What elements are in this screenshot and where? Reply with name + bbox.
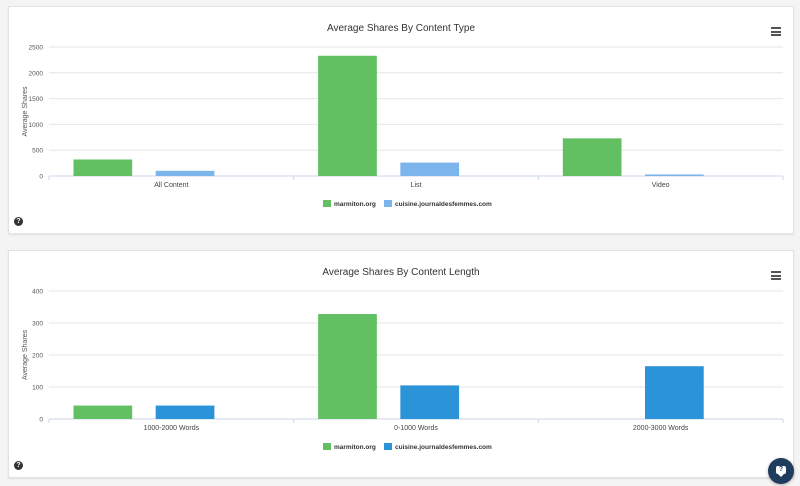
y-axis-label: Average Shares <box>22 329 29 380</box>
x-tick-label: Video <box>652 182 670 189</box>
legend-swatch <box>323 443 331 450</box>
bar-marmiton <box>73 405 133 419</box>
legend-label: marmiton.org <box>334 444 376 451</box>
chat-support-button[interactable]: ? <box>768 458 794 484</box>
y-tick-label: 1500 <box>29 96 44 103</box>
y-tick-label: 0 <box>39 417 43 424</box>
bar-journaldesfemmes <box>400 385 460 419</box>
chart-menu-icon[interactable] <box>771 27 781 36</box>
legend-swatch <box>384 200 392 207</box>
chat-bubble-icon: ? <box>776 466 786 474</box>
legend-label: cuisine.journaldesfemmes.com <box>395 201 492 208</box>
chart-panel-content-type: Average Shares By Content Type 0 500 1000 15… <box>8 6 794 234</box>
x-tick-label: 1000-2000 Words <box>144 425 200 432</box>
help-icon[interactable]: ? <box>14 461 23 470</box>
bar-journaldesfemmes <box>645 174 704 176</box>
y-tick-label: 100 <box>32 385 43 392</box>
x-tick-label: All Content <box>154 182 188 189</box>
y-tick-label: 400 <box>32 289 43 296</box>
x-tick-label: 2000-3000 Words <box>633 425 689 432</box>
chat-bubble-tail <box>778 474 784 477</box>
y-axis-label: Average Shares <box>22 86 29 137</box>
chart-content-type: Average Shares By Content Type 0 500 1000 15… <box>22 23 784 208</box>
legend-label: cuisine.journaldesfemmes.com <box>395 444 492 451</box>
y-tick-label: 500 <box>32 148 43 155</box>
x-tick-label: List <box>411 182 422 189</box>
legend-swatch <box>323 200 331 207</box>
bar-journaldesfemmes <box>400 162 460 176</box>
y-tick-label: 2000 <box>29 70 44 77</box>
chart-content-length: Average Shares By Content Length 0 100 200 3… <box>22 267 784 451</box>
y-tick-label: 2500 <box>29 45 44 52</box>
bar-journaldesfemmes <box>645 366 704 419</box>
chart-title: Average Shares By Content Type <box>327 23 475 34</box>
y-tick-label: 300 <box>32 321 43 328</box>
bar-journaldesfemmes <box>155 405 215 419</box>
legend-label: marmiton.org <box>334 201 376 208</box>
x-tick-label: 0-1000 Words <box>394 425 438 432</box>
bar-marmiton <box>73 159 133 176</box>
help-icon[interactable]: ? <box>14 217 23 226</box>
bar-marmiton <box>318 55 377 176</box>
chart-menu-icon[interactable] <box>771 271 781 280</box>
bar-marmiton <box>318 314 377 419</box>
bar-journaldesfemmes <box>155 170 215 176</box>
chart-title: Average Shares By Content Length <box>322 267 479 278</box>
bar-marmiton <box>562 138 622 176</box>
chart-panel-content-length: Average Shares By Content Length 0 100 200 3… <box>8 250 794 478</box>
y-tick-label: 0 <box>39 174 43 181</box>
y-tick-label: 1000 <box>29 122 44 129</box>
legend-swatch <box>384 443 392 450</box>
y-tick-label: 200 <box>32 353 43 360</box>
